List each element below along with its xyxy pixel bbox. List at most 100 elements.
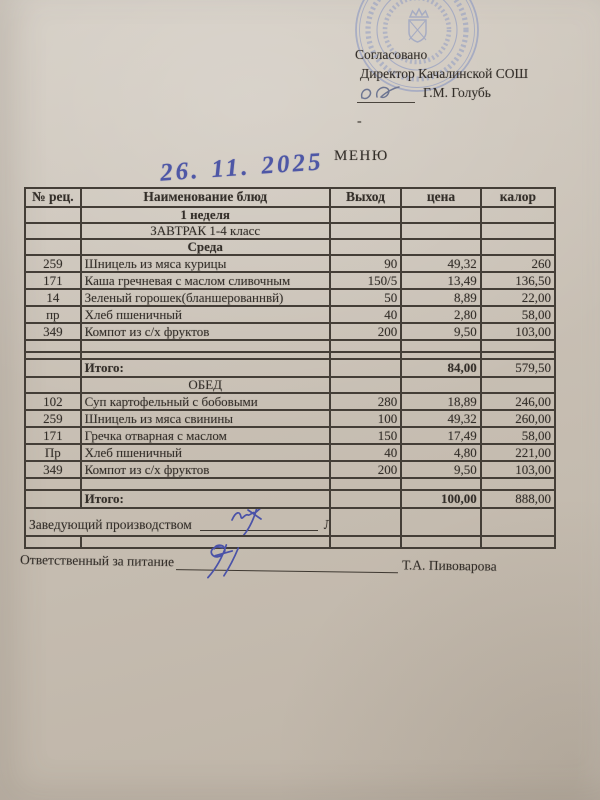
table-row: 259 Шницель из мяса курицы 90 49,32 260 — [24, 254, 557, 274]
column-header-dish-name: Наименование блюд — [79, 187, 331, 208]
table-row: 171 Гречка отварная с маслом 150 17,49 58,00 — [24, 426, 557, 446]
table-cell: Итого: — [79, 489, 331, 510]
table-cell: Среда — [79, 238, 331, 257]
menu-table: № рец. Наименование блюд Выход цена кало… — [24, 187, 557, 550]
handwritten-date: 26. 11. 2025 — [159, 148, 325, 187]
table-cell: 22,00 — [479, 288, 557, 308]
table-cell: 17,49 — [400, 426, 482, 446]
table-cell — [328, 489, 403, 510]
table-cell — [400, 535, 482, 550]
table-cell — [400, 376, 482, 395]
approval-block: Согласовано Директор Качалинской СОШ Г.М… — [355, 46, 528, 131]
table-cell — [479, 351, 557, 361]
table-cell: 2,80 — [400, 305, 482, 325]
table-cell — [24, 358, 82, 379]
table-cell: 4,80 — [400, 443, 482, 463]
table-cell: Итого: — [79, 358, 331, 379]
table-cell: Суп картофельный с бобовыми — [79, 392, 331, 412]
table-cell: 103,00 — [479, 460, 557, 480]
table-cell — [479, 205, 557, 225]
table-cell: 58,00 — [479, 426, 557, 446]
table-cell — [328, 222, 403, 241]
table-cell — [24, 477, 82, 492]
table-row: 259 Шницель из мяса свинины 100 49,32 260,00 — [24, 409, 557, 429]
table-cell — [400, 477, 482, 492]
table-cell: Компот из с/х фруктов — [79, 460, 331, 480]
table-cell: 349 — [24, 460, 82, 480]
table-row: пр Хлеб пшеничный 40 2,80 58,00 — [24, 305, 557, 325]
table-cell — [24, 205, 82, 225]
table-cell: Каша гречневая с маслом сливочным — [79, 271, 331, 291]
table-cell: 200 — [328, 322, 403, 342]
table-cell — [24, 222, 82, 241]
table-cell: ЗАВТРАК 1-4 класс — [79, 222, 331, 241]
table-row: ЗАВТРАК 1-4 класс — [24, 222, 557, 241]
table-row — [24, 351, 557, 361]
table-cell: 579,50 — [479, 358, 557, 379]
table-cell: Шницель из мяса курицы — [79, 254, 331, 274]
table-cell: 888,00 — [479, 489, 557, 510]
table-cell: 100 — [328, 409, 403, 429]
table-cell — [479, 376, 557, 395]
column-header-portion: Выход — [328, 187, 403, 208]
table-cell — [328, 339, 403, 354]
table-cell — [328, 205, 403, 225]
production-manager-signature-icon — [199, 510, 318, 535]
column-header-calories: калор — [479, 187, 557, 208]
table-cell — [479, 535, 557, 550]
table-cell: 14 — [24, 288, 82, 308]
table-cell: 136,50 — [479, 271, 557, 291]
table-cell — [328, 358, 403, 379]
table-cell: Компот из с/х фруктов — [79, 322, 331, 342]
table-cell: 84,00 — [400, 358, 482, 379]
catering-responsible-line: Ответственный за питание Т.А. Пивоварова — [20, 544, 565, 579]
table-cell: 49,32 — [400, 254, 482, 274]
production-manager-name: Л.Е. Василец — [324, 517, 328, 533]
approval-director-line: Директор Качалинской СОШ — [360, 65, 529, 81]
table-cell — [479, 507, 557, 538]
table-cell: 171 — [24, 271, 82, 291]
table-cell: пр — [24, 305, 82, 325]
table-cell — [24, 351, 82, 361]
table-cell: 50 — [328, 288, 403, 308]
table-cell: 150 — [328, 426, 403, 446]
table-cell: 18,89 — [400, 392, 482, 412]
table-header-row: № рец. Наименование блюд Выход цена кало… — [24, 187, 557, 208]
approval-director-name: Г.М. Голубь — [423, 84, 491, 100]
table-cell: 259 — [24, 254, 82, 274]
table-cell: 49,32 — [400, 409, 482, 429]
table-cell — [400, 205, 482, 225]
column-header-price: цена — [400, 187, 482, 208]
table-cell — [328, 507, 403, 538]
production-manager-row: Заведующий производством Л.Е. Василец — [24, 507, 557, 538]
table-cell — [79, 351, 331, 361]
table-row — [24, 535, 557, 550]
table-cell — [24, 535, 82, 550]
table-cell — [479, 477, 557, 492]
table-cell — [79, 339, 331, 354]
signature-rows: Заведующий производством Л.Е. Василец — [24, 507, 557, 550]
table-cell — [400, 222, 482, 241]
table-cell — [328, 376, 403, 395]
table-cell: 260 — [479, 254, 557, 274]
table-cell — [479, 222, 557, 241]
table-cell — [400, 339, 482, 354]
director-signature-icon — [357, 85, 415, 103]
table-cell: Хлеб пшеничный — [79, 443, 331, 463]
table-cell: 259 — [24, 409, 82, 429]
table-cell: 58,00 — [479, 305, 557, 325]
table-cell: 40 — [328, 443, 403, 463]
table-row: Среда — [24, 238, 557, 257]
column-header-recipe-no: № рец. — [24, 187, 82, 208]
table-cell — [328, 477, 403, 492]
table-cell: 8,89 — [400, 288, 482, 308]
page-title: МЕНЮ — [334, 148, 389, 164]
table-cell: 150/5 — [328, 271, 403, 291]
catering-responsible-name: Т.А. Пивоварова — [401, 557, 497, 574]
table-cell: 1 неделя — [79, 205, 331, 225]
table-cell: 90 — [328, 254, 403, 274]
table-row — [24, 477, 557, 492]
table-row: 171 Каша гречневая с маслом сливочным 150/… — [24, 271, 557, 291]
